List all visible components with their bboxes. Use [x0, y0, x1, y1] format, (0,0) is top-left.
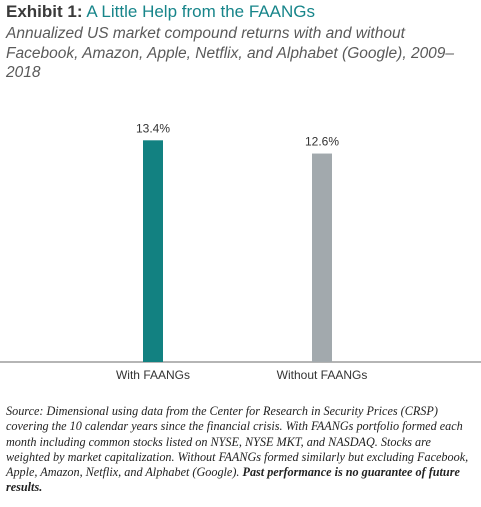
- data-label-0: 13.4%: [136, 121, 170, 135]
- title-block: Exhibit 1: A Little Help from the FAANGs…: [6, 2, 476, 83]
- chart-title: Exhibit 1: A Little Help from the FAANGs: [6, 2, 476, 22]
- title-text: A Little Help from the FAANGs: [86, 2, 315, 21]
- chart-subtitle: Annualized US market compound returns wi…: [6, 25, 455, 81]
- category-label-0: With FAANGs: [116, 368, 190, 382]
- category-label-1: Without FAANGs: [277, 368, 368, 382]
- disclaimer-text: Past performance is no guarantee of futu…: [6, 465, 460, 495]
- bar-1: [312, 153, 332, 362]
- bar-0: [143, 140, 163, 362]
- data-label-1: 12.6%: [305, 135, 339, 149]
- source-text: Source: Dimensional using data from the …: [6, 404, 469, 480]
- bar-chart: 13.4% With FAANGs 12.6% Without FAANGs: [0, 121, 481, 382]
- exhibit-label: Exhibit 1:: [6, 2, 83, 21]
- bars-group: 13.4% With FAANGs 12.6% Without FAANGs: [116, 121, 367, 382]
- source-note: Source: Dimensional using data from the …: [6, 404, 476, 496]
